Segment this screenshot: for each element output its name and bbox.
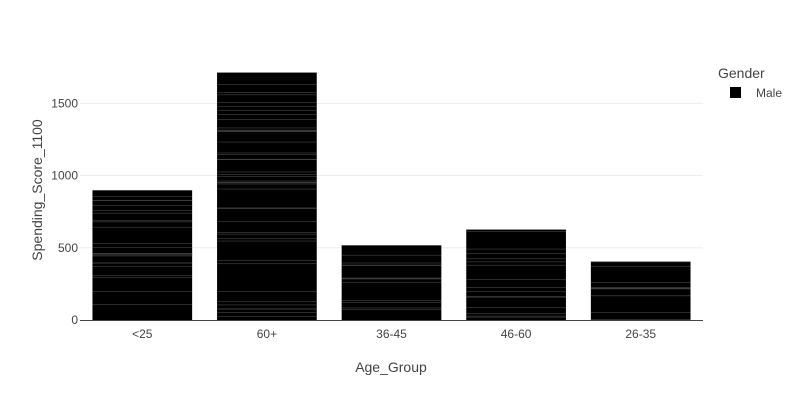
bar-2[interactable] xyxy=(341,245,442,320)
legend-title: Gender xyxy=(718,65,765,81)
x-tick-label-0: <25 xyxy=(132,327,153,341)
bar-rect-1 xyxy=(217,72,317,320)
legend-swatch-male xyxy=(730,87,741,98)
x-tick-label-4: 26-35 xyxy=(625,327,656,341)
bar-0[interactable] xyxy=(92,190,193,320)
legend-label-male: Male xyxy=(756,86,782,100)
bars-layer xyxy=(92,72,691,321)
legend: Gender Male xyxy=(718,65,782,100)
x-tick-label-3: 46-60 xyxy=(501,327,532,341)
x-tick-label-2: 36-45 xyxy=(376,327,407,341)
bar-rect-3 xyxy=(466,229,566,320)
x-axis-title: Age_Group xyxy=(355,359,427,375)
y-tick-label-1: 500 xyxy=(58,241,78,255)
y-axis-title: Spending_Score_1100 xyxy=(29,119,45,261)
x-tick-label-1: 60+ xyxy=(257,327,277,341)
tick-labels-layer: 0 500 1000 1500 <25 60+ 36-45 46-60 26-35 xyxy=(51,96,656,341)
legend-item-male[interactable]: Male xyxy=(730,86,782,100)
bar-rect-2 xyxy=(341,245,442,320)
y-tick-label-0: 0 xyxy=(71,313,78,327)
bar-4[interactable] xyxy=(590,261,691,321)
y-tick-label-3: 1500 xyxy=(51,96,78,110)
bar-rect-4 xyxy=(590,261,691,320)
bar-3[interactable] xyxy=(466,229,566,320)
bar-1[interactable] xyxy=(217,72,317,320)
y-tick-label-2: 1000 xyxy=(51,169,78,183)
